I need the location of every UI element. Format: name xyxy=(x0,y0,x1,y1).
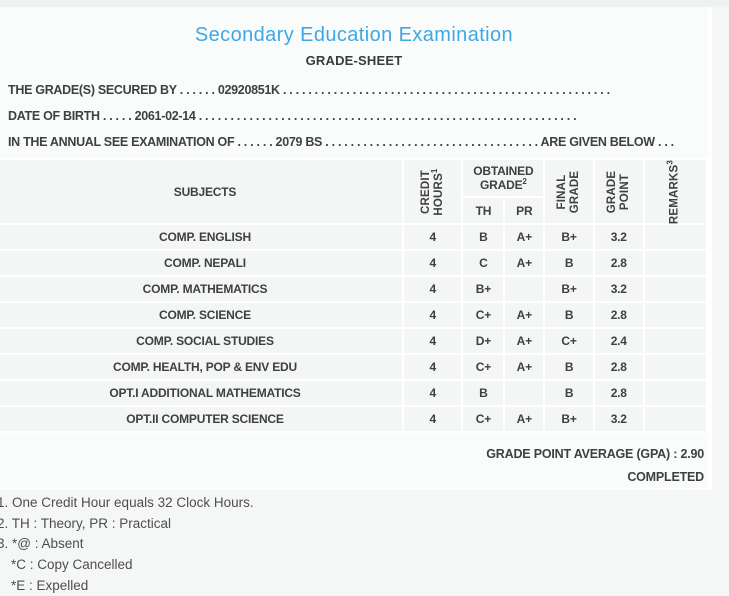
pr-grade-cell xyxy=(505,381,544,405)
th-grade-cell: C xyxy=(463,251,504,275)
footnotes: 1. One Credit Hour equals 32 Clock Hours… xyxy=(0,493,254,596)
grade-point-cell: 2.8 xyxy=(594,303,643,327)
gpa-value: 2.90 xyxy=(680,447,704,461)
pr-grade-cell: A+ xyxy=(505,225,544,249)
th-grade-cell: C+ xyxy=(463,303,504,327)
remarks-cell xyxy=(644,355,706,379)
col-header-remarks: REMARKS3 xyxy=(644,159,706,224)
footnote-th-pr: 2. TH : Theory, PR : Practical xyxy=(0,515,172,531)
remarks-cell xyxy=(644,225,706,249)
final-grade-cell: B xyxy=(545,303,593,327)
credit-cell: 4 xyxy=(403,225,462,249)
col-header-th: TH xyxy=(463,198,504,223)
grade-point-cell: 3.2 xyxy=(594,277,643,301)
footnote-credit-hours: 1. One Credit Hour equals 32 Clock Hours… xyxy=(0,495,254,510)
th-grade-cell: D+ xyxy=(463,329,504,353)
credit-cell: 4 xyxy=(403,251,462,275)
grade-sheet-panel: Secondary Education Examination GRADE-SH… xyxy=(0,24,708,484)
pr-grade-cell: A+ xyxy=(505,355,544,379)
top-band xyxy=(0,0,729,7)
final-grade-cell: B+ xyxy=(545,407,593,431)
subject-cell: COMP. SOCIAL STUDIES xyxy=(0,329,402,353)
th-grade-cell: B+ xyxy=(463,277,504,301)
final-grade-cell: B+ xyxy=(545,277,593,301)
grade-point-cell: 3.2 xyxy=(594,407,643,431)
th-grade-cell: B xyxy=(463,381,504,405)
col-header-obtained-grade: OBTAINED GRADE2 xyxy=(463,160,544,196)
subject-cell: COMP. NEPALI xyxy=(0,251,402,275)
final-grade-cell: B+ xyxy=(545,225,593,249)
table-row: COMP. SOCIAL STUDIES 4 D+ A+ C+ 2.4 xyxy=(0,329,706,353)
pr-grade-cell: A+ xyxy=(505,329,544,353)
gpa-summary: GRADE POINT AVERAGE (GPA) : 2.90 xyxy=(486,447,704,461)
grade-sheet-subtitle: GRADE-SHEET xyxy=(305,53,403,68)
pr-grade-cell: A+ xyxy=(505,303,544,327)
grade-point-cell: 2.4 xyxy=(594,329,643,353)
credit-cell: 4 xyxy=(403,329,462,353)
examination-year-line: IN THE ANNUAL SEE EXAMINATION OF . . . .… xyxy=(8,135,674,149)
table-row: COMP. HEALTH, POP & ENV EDU 4 C+ A+ B 2.… xyxy=(0,355,706,379)
th-grade-cell: C+ xyxy=(463,407,504,431)
credit-cell: 4 xyxy=(403,303,462,327)
table-row: COMP. NEPALI 4 C A+ B 2.8 xyxy=(0,251,706,275)
col-header-pr: PR xyxy=(505,198,544,223)
final-grade-cell: B xyxy=(545,251,593,275)
col-header-grade-point: GRADE POINT xyxy=(594,160,643,223)
subject-cell: COMP. MATHEMATICS xyxy=(0,277,402,301)
remarks-cell xyxy=(644,251,706,275)
remarks-cell xyxy=(644,303,706,327)
col-header-final-grade: FINAL GRADE xyxy=(545,160,593,223)
grade-point-cell: 3.2 xyxy=(594,225,643,249)
grade-point-cell: 2.8 xyxy=(594,381,643,405)
remarks-cell xyxy=(644,329,706,353)
subject-cell: OPT.II COMPUTER SCIENCE xyxy=(0,407,402,431)
table-row: OPT.II COMPUTER SCIENCE 4 C+ A+ B+ 3.2 xyxy=(0,407,706,431)
gpa-label: GRADE POINT AVERAGE (GPA) : xyxy=(486,447,678,461)
table-row: COMP. MATHEMATICS 4 B+ B+ 3.2 xyxy=(0,277,706,301)
th-grade-cell: B xyxy=(463,225,504,249)
remarks-cell xyxy=(644,381,706,405)
table-row: COMP. SCIENCE 4 C+ A+ B 2.8 xyxy=(0,303,706,327)
grade-point-cell: 2.8 xyxy=(594,355,643,379)
credit-cell: 4 xyxy=(403,407,462,431)
page-title: Secondary Education Examination xyxy=(194,24,514,46)
th-grade-cell: C+ xyxy=(463,355,504,379)
subject-cell: OPT.I ADDITIONAL MATHEMATICS xyxy=(0,381,402,405)
table-row: OPT.I ADDITIONAL MATHEMATICS 4 B B 2.8 xyxy=(0,381,706,405)
status-completed: COMPLETED xyxy=(627,470,704,484)
subject-cell: COMP. ENGLISH xyxy=(0,225,402,249)
date-of-birth-line: DATE OF BIRTH . . . . . 2061-02-14 . . .… xyxy=(8,109,577,123)
footnote-copy-cancelled: *C : Copy Cancelled xyxy=(11,557,133,573)
pr-grade-cell: A+ xyxy=(505,407,544,431)
remarks-cell xyxy=(644,277,706,301)
pr-grade-cell: A+ xyxy=(505,251,544,275)
table-row: COMP. ENGLISH 4 B A+ B+ 3.2 xyxy=(0,225,706,249)
footnote-absent: 3. *@ : Absent xyxy=(0,536,84,552)
final-grade-cell: C+ xyxy=(545,329,593,353)
secured-by-line: THE GRADE(S) SECURED BY . . . . . . 0292… xyxy=(8,83,610,97)
col-header-credit-hours: CREDIT HOURS1 xyxy=(403,160,462,223)
credit-cell: 4 xyxy=(403,277,462,301)
subject-cell: COMP. SCIENCE xyxy=(0,303,402,327)
credit-cell: 4 xyxy=(403,381,462,405)
final-grade-cell: B xyxy=(545,381,593,405)
remarks-cell xyxy=(644,407,706,431)
subject-cell: COMP. HEALTH, POP & ENV EDU xyxy=(0,355,402,379)
col-header-subjects: SUBJECTS xyxy=(0,160,402,223)
pr-grade-cell xyxy=(505,277,544,301)
credit-cell: 4 xyxy=(403,355,462,379)
grades-table: SUBJECTS CREDIT HOURS1 OBTAINED GRADE2 F… xyxy=(0,158,708,433)
final-grade-cell: B xyxy=(545,355,593,379)
grade-point-cell: 2.8 xyxy=(594,251,643,275)
